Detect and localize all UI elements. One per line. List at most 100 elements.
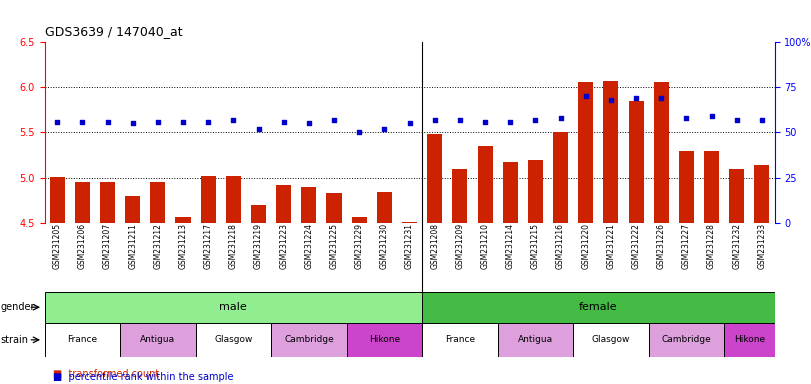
Text: strain: strain	[1, 335, 29, 345]
Bar	[528, 161, 543, 223]
Text: GSM231215: GSM231215	[531, 223, 540, 269]
Bar	[724, 323, 775, 357]
Text: GSM231219: GSM231219	[254, 223, 263, 269]
Point	[654, 95, 667, 101]
Text: Cambridge: Cambridge	[662, 335, 711, 344]
Text: GSM231217: GSM231217	[204, 223, 212, 269]
Point	[755, 117, 768, 123]
Bar	[346, 323, 423, 357]
Bar	[603, 81, 619, 223]
Text: GDS3639 / 147040_at: GDS3639 / 147040_at	[45, 25, 182, 38]
Bar	[120, 323, 195, 357]
Bar	[75, 182, 90, 223]
Bar	[225, 176, 241, 223]
Text: GSM231231: GSM231231	[405, 223, 414, 269]
Point	[227, 117, 240, 123]
Bar	[150, 182, 165, 223]
Bar	[498, 323, 573, 357]
Text: GSM231214: GSM231214	[506, 223, 515, 269]
Bar	[49, 177, 65, 223]
Point	[202, 119, 215, 125]
Bar	[578, 82, 594, 223]
Point	[529, 117, 542, 123]
Text: GSM231233: GSM231233	[757, 223, 766, 269]
Text: ■  transformed count: ■ transformed count	[53, 369, 159, 379]
Bar	[478, 146, 492, 223]
Text: GSM231216: GSM231216	[556, 223, 565, 269]
Point	[303, 121, 315, 127]
Text: GSM231213: GSM231213	[178, 223, 187, 269]
Point	[177, 119, 190, 125]
Point	[152, 119, 165, 125]
Bar	[402, 222, 417, 223]
Text: female: female	[579, 302, 618, 312]
Text: GSM231209: GSM231209	[456, 223, 465, 269]
Text: ■  percentile rank within the sample: ■ percentile rank within the sample	[53, 372, 234, 382]
Point	[403, 121, 416, 127]
Text: GSM231212: GSM231212	[153, 223, 162, 268]
Text: GSM231228: GSM231228	[707, 223, 716, 268]
Text: gender: gender	[1, 302, 36, 312]
Bar	[302, 187, 316, 223]
Point	[353, 129, 366, 136]
Bar	[453, 169, 467, 223]
Bar	[679, 151, 694, 223]
Bar	[754, 165, 770, 223]
Text: GSM231232: GSM231232	[732, 223, 741, 269]
Text: France: France	[67, 335, 97, 344]
Bar	[427, 134, 442, 223]
Bar	[423, 323, 498, 357]
Text: male: male	[220, 302, 247, 312]
Bar	[352, 217, 367, 223]
Text: Glasgow: Glasgow	[592, 335, 630, 344]
Text: GSM231221: GSM231221	[607, 223, 616, 268]
Bar	[654, 82, 669, 223]
Point	[478, 119, 491, 125]
Text: GSM231222: GSM231222	[632, 223, 641, 268]
Text: GSM231227: GSM231227	[682, 223, 691, 269]
Text: Antigua: Antigua	[518, 335, 553, 344]
Bar	[423, 292, 775, 323]
Bar	[45, 292, 423, 323]
Bar	[271, 323, 346, 357]
Point	[604, 97, 617, 103]
Bar	[200, 176, 216, 223]
Point	[76, 119, 89, 125]
Text: GSM231230: GSM231230	[380, 223, 389, 269]
Text: Antigua: Antigua	[140, 335, 175, 344]
Point	[252, 126, 265, 132]
Point	[101, 119, 114, 125]
Point	[51, 119, 64, 125]
Bar	[277, 185, 291, 223]
Point	[504, 119, 517, 125]
Text: Cambridge: Cambridge	[284, 335, 334, 344]
Point	[705, 113, 718, 119]
Bar	[629, 101, 644, 223]
Text: GSM231223: GSM231223	[279, 223, 288, 269]
Text: GSM231218: GSM231218	[229, 223, 238, 268]
Point	[277, 119, 290, 125]
Bar	[649, 323, 724, 357]
Text: GSM231229: GSM231229	[354, 223, 363, 269]
Text: France: France	[444, 335, 475, 344]
Text: GSM231207: GSM231207	[103, 223, 112, 269]
Text: GSM231224: GSM231224	[304, 223, 313, 269]
Bar	[100, 182, 115, 223]
Text: GSM231211: GSM231211	[128, 223, 137, 268]
Bar	[175, 217, 191, 223]
Point	[453, 117, 466, 123]
Text: Hikone: Hikone	[734, 335, 765, 344]
Point	[579, 93, 592, 99]
Bar	[553, 132, 569, 223]
Point	[554, 115, 567, 121]
Bar	[45, 323, 120, 357]
Bar	[125, 196, 140, 223]
Text: Hikone: Hikone	[369, 335, 400, 344]
Bar	[251, 205, 266, 223]
Point	[328, 117, 341, 123]
Text: GSM231225: GSM231225	[329, 223, 338, 269]
Bar	[377, 192, 392, 223]
Bar	[195, 323, 271, 357]
Bar	[729, 169, 744, 223]
Text: Glasgow: Glasgow	[214, 335, 252, 344]
